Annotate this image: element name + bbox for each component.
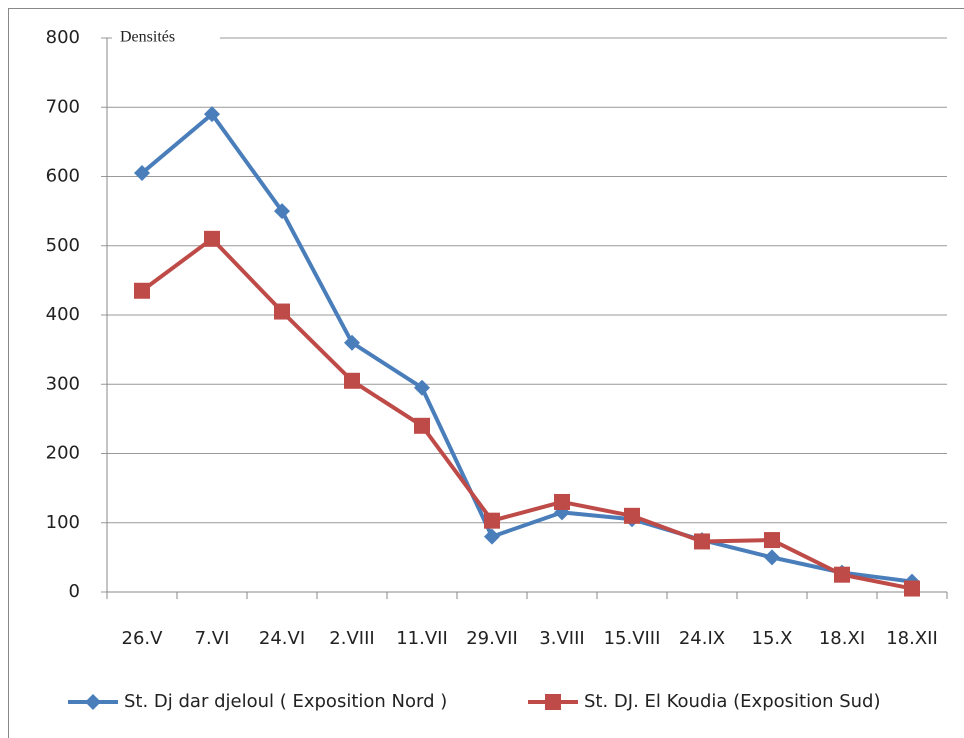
data-point	[624, 507, 640, 524]
data-point	[764, 532, 780, 549]
data-point	[414, 417, 430, 434]
y-tick-label: 500	[46, 235, 80, 256]
data-point	[694, 533, 710, 550]
y-tick-label: 200	[46, 443, 80, 464]
data-point	[484, 512, 500, 529]
y-tick-label: 700	[46, 96, 80, 117]
data-point	[344, 372, 360, 389]
x-tick-label: 18.XI	[819, 628, 865, 649]
y-tick-label: 100	[46, 512, 80, 533]
data-point	[904, 580, 920, 597]
legend-label: St. Dj dar djeloul ( Exposition Nord )	[124, 691, 447, 712]
data-point	[134, 165, 150, 182]
y-tick-label: 0	[69, 581, 80, 602]
y-tick-label: 400	[46, 304, 80, 325]
x-tick-label: 24.IX	[679, 628, 725, 649]
data-point	[204, 230, 220, 247]
title-bg	[112, 26, 220, 50]
data-point	[274, 303, 290, 320]
y-tick-label: 300	[46, 373, 80, 394]
y-tick-label: 800	[46, 27, 80, 48]
data-point	[834, 566, 850, 583]
chart-title: Densités	[120, 29, 175, 46]
data-point	[484, 528, 500, 545]
data-point	[764, 549, 780, 566]
data-point	[554, 493, 570, 510]
data-point	[204, 106, 220, 123]
x-tick-label: 15.X	[752, 628, 793, 649]
series-line	[140, 236, 913, 591]
legend-label: St. DJ. El Koudia (Exposition Sud)	[584, 691, 881, 712]
data-point	[134, 282, 150, 299]
x-tick-label: 2.VIII	[329, 628, 374, 649]
y-tick-label: 600	[46, 166, 80, 187]
data-point	[274, 203, 290, 220]
series-line	[140, 112, 913, 584]
data-point	[414, 379, 430, 396]
data-point	[344, 334, 360, 351]
x-tick-label: 24.VI	[259, 628, 305, 649]
x-tick-label: 11.VII	[396, 628, 448, 649]
x-tick-label: 29.VII	[466, 628, 518, 649]
chart-frame	[8, 8, 964, 738]
x-tick-label: 15.VIII	[604, 628, 661, 649]
x-tick-label: 7.VI	[195, 628, 230, 649]
x-tick-label: 26.V	[122, 628, 164, 649]
legend-marker	[545, 694, 561, 710]
x-tick-label: 18.XII	[886, 628, 938, 649]
legend-marker	[85, 694, 101, 710]
x-tick-label: 3.VIII	[539, 628, 584, 649]
